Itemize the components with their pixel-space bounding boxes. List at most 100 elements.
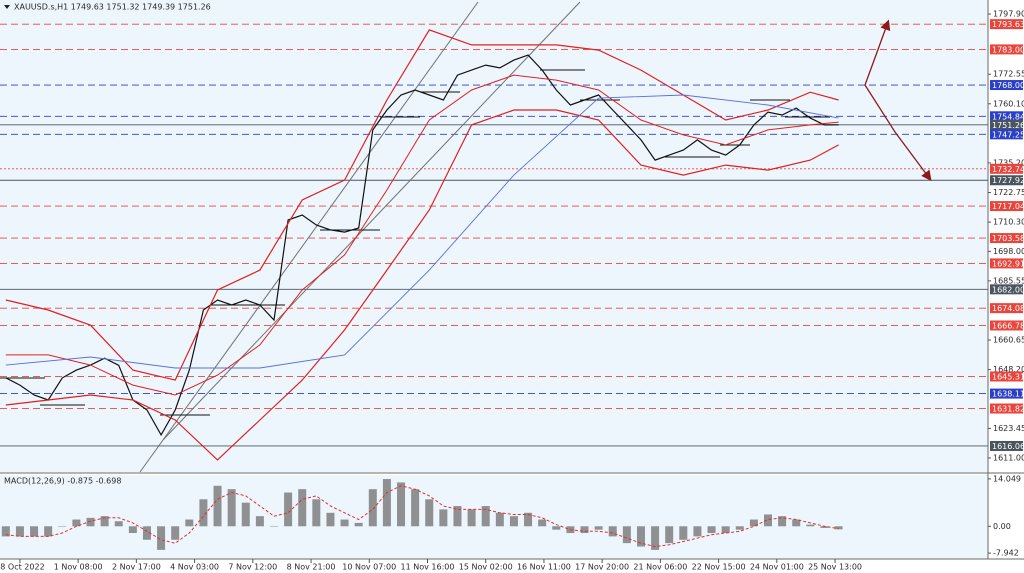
y-tick-label: 1648.20: [993, 365, 1024, 374]
level-label: 1666.78: [992, 321, 1024, 330]
level-label: 1751.26: [992, 121, 1024, 130]
x-tick-label: 22 Nov 15:00: [692, 563, 746, 572]
macd-bar: [721, 526, 730, 534]
macd-bar: [806, 524, 815, 527]
level-label: 1645.31: [992, 372, 1024, 381]
y-tick-label: 1760.10: [993, 99, 1024, 108]
level-label-bg: [990, 320, 1023, 331]
macd-bar: [397, 482, 406, 527]
macd-bar: [834, 526, 843, 530]
level-label-bg: [990, 233, 1023, 244]
axis-group: 1797.90 1772.55 1760.10 1735.20 1722.75 1710.…: [0, 10, 1024, 572]
level-label-bg: [990, 175, 1023, 186]
y-tick-label: 1722.75: [993, 188, 1024, 197]
x-tick-label: 7 Nov 12:00: [228, 563, 277, 572]
level-label: 1674.08: [992, 304, 1024, 313]
level-label-bg: [990, 80, 1023, 91]
scenario-arrow-up: [864, 19, 891, 86]
level-label: 1768.00: [992, 81, 1024, 90]
level-label: 1703.58: [992, 234, 1024, 243]
level-label: 1754.84: [992, 112, 1024, 121]
macd-bar: [411, 489, 420, 527]
macd-bar: [86, 517, 95, 527]
macd-bar: [298, 489, 307, 527]
y-tick-label: -7.942: [993, 549, 1019, 558]
macd-bar: [749, 519, 758, 527]
macd-bar: [524, 512, 533, 527]
level-label: 1793.63: [992, 20, 1024, 29]
level-label-bg: [990, 388, 1023, 399]
level-label-bg: [990, 403, 1023, 414]
macd-bar: [100, 516, 109, 527]
macd-bar: [269, 526, 278, 527]
y-tick-label: 1611.00: [993, 453, 1024, 462]
macd-bar: [608, 526, 617, 537]
x-tick-label: 1 Nov 08:00: [54, 563, 103, 572]
macd-bar: [72, 519, 81, 527]
level-label-bg: [990, 201, 1023, 212]
macd-bar: [453, 506, 462, 527]
series-group: [1, 29, 843, 550]
macd-bar: [580, 526, 589, 534]
macd-bar: [763, 514, 772, 527]
macd-bar: [651, 526, 660, 550]
chart-title: XAUUSD.s,H1 1749.63 1751.32 1749.39 1751…: [14, 3, 211, 12]
macd-bar: [15, 526, 24, 537]
macd-bar: [382, 479, 391, 527]
price-line: [5, 54, 839, 437]
macd-bar: [340, 519, 349, 527]
y-tick-label: 0.00: [993, 522, 1011, 531]
x-tick-label: 10 Nov 07:00: [342, 563, 396, 572]
macd-bar: [171, 526, 180, 540]
level-label: 1631.82: [992, 405, 1024, 414]
macd-bar: [594, 526, 603, 530]
level-label-bg: [990, 303, 1023, 314]
macd-bar: [284, 492, 293, 527]
macd-bar: [44, 526, 53, 537]
y-tick-label: 1710.30: [993, 218, 1024, 227]
y-tick-label: 14.049: [993, 474, 1021, 483]
macd-bar: [735, 526, 744, 530]
level-label: 1717.04: [992, 202, 1024, 211]
x-tick-label: 21 Nov 06:00: [633, 563, 687, 572]
macd-bar: [439, 509, 448, 527]
level-label: 1682.00: [992, 285, 1024, 294]
macd-bar: [665, 526, 674, 544]
macd-bar: [255, 516, 264, 527]
x-tick-label: 4 Nov 03:00: [170, 563, 219, 572]
macd-bar: [693, 526, 702, 537]
macd-bar: [199, 499, 208, 527]
macd-bar: [467, 509, 476, 527]
macd-bar: [142, 526, 151, 540]
macd-bar: [778, 516, 787, 527]
x-tick-label: 28 Oct 2022: [0, 563, 45, 572]
macd-bar: [241, 502, 250, 527]
level-label-bg: [990, 44, 1023, 55]
channel-line: [162, 1, 581, 441]
indicator-line: [5, 109, 839, 461]
channel-line: [139, 1, 479, 473]
macd-bar: [495, 512, 504, 527]
macd-bar: [481, 506, 490, 527]
macd-bar: [792, 519, 801, 527]
macd-bar: [185, 519, 194, 527]
macd-bar: [58, 526, 67, 527]
level-label-bg: [990, 119, 1023, 130]
macd-title: MACD(12,26,9) -0.875 -0.698: [4, 477, 121, 486]
macd-bar: [30, 526, 39, 537]
level-label-bg: [990, 19, 1023, 30]
level-label: 1638.11: [992, 390, 1024, 399]
x-tick-label: 24 Nov 01:00: [750, 563, 804, 572]
level-label-bg: [990, 258, 1023, 269]
level-label: 1692.91: [992, 259, 1024, 268]
y-tick-label: 1685.55: [993, 276, 1024, 285]
macd-bar: [157, 526, 166, 550]
macd-bar: [128, 526, 137, 534]
level-label: 1747.25: [992, 130, 1024, 139]
scenario-arrow-down: [864, 84, 932, 182]
macd-bar: [213, 485, 222, 527]
macd-bar: [354, 522, 363, 527]
macd-bar: [552, 526, 561, 530]
macd-bar: [114, 521, 123, 527]
level-label-bg: [990, 371, 1023, 382]
